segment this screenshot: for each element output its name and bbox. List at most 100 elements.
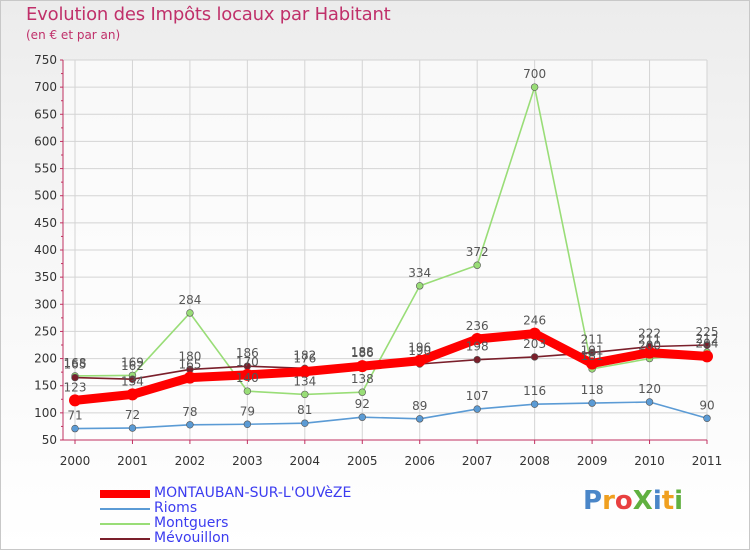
data-label-rioms: 90 <box>699 398 714 412</box>
data-point-me-vouillon <box>128 375 137 383</box>
data-point-me-vouillon <box>71 373 79 382</box>
y-tick-label: 300 <box>34 297 57 311</box>
legend-swatch-mevouillon <box>100 537 150 540</box>
data-label-montguers: 212 <box>696 332 719 346</box>
data-point-montauban-sur-l-ouve-ze <box>69 394 81 407</box>
data-point-rioms <box>473 405 481 413</box>
data-point-montauban-sur-l-ouve-ze <box>643 346 656 359</box>
data-label-montguers: 140 <box>236 371 259 385</box>
data-label-montauban-sur-l-ouve-ze: 134 <box>121 374 144 388</box>
y-tick-label: 550 <box>34 162 57 176</box>
y-tick-label: 350 <box>34 270 57 284</box>
data-label-me-vouillon: 225 <box>696 325 719 339</box>
proxiti-logo: ProXiti <box>583 486 683 516</box>
y-tick-label: 150 <box>34 379 57 393</box>
data-label-montguers: 334 <box>408 266 431 280</box>
data-label-rioms: 92 <box>355 397 370 411</box>
grid-lines <box>63 59 708 441</box>
data-label-montauban-sur-l-ouve-ze: 196 <box>408 341 431 355</box>
logo-letter: i <box>652 486 662 516</box>
y-tick-label: 200 <box>34 352 57 366</box>
x-tick-label: 2006 <box>404 454 435 468</box>
data-label-montauban-sur-l-ouve-ze: 211 <box>638 333 661 347</box>
data-label-montguers: 372 <box>466 245 489 259</box>
legend-label-rioms: Rioms <box>154 500 198 516</box>
data-point-rioms <box>128 424 137 432</box>
x-tick-label: 2004 <box>290 454 321 468</box>
data-label-rioms: 78 <box>182 405 197 419</box>
data-label-montauban-sur-l-ouve-ze: 236 <box>466 319 489 333</box>
data-label-montguers: 138 <box>351 372 374 386</box>
data-label-rioms: 107 <box>466 389 489 403</box>
logo-letter: P <box>583 486 603 516</box>
data-point-montguers <box>186 309 194 317</box>
data-label-montauban-sur-l-ouve-ze: 176 <box>293 352 316 366</box>
data-label-montauban-sur-l-ouve-ze: 186 <box>351 346 374 360</box>
data-label-rioms: 120 <box>638 382 661 396</box>
data-point-montauban-sur-l-ouve-ze <box>586 357 599 370</box>
logo-letter: i <box>674 486 684 516</box>
data-label-me-vouillon: 222 <box>638 327 661 341</box>
data-point-rioms <box>358 413 366 421</box>
data-point-montguers <box>301 390 309 399</box>
logo-letter: o <box>614 486 633 516</box>
legend-label-montauban: MONTAUBAN-SUR-L'OUVèZE <box>154 485 352 501</box>
data-label-me-vouillon: 182 <box>293 348 316 362</box>
y-tick-label: 600 <box>34 134 57 148</box>
data-label-me-vouillon: 188 <box>351 345 374 359</box>
x-tick-label: 2005 <box>347 454 378 468</box>
data-label-montauban-sur-l-ouve-ze: 246 <box>523 314 546 328</box>
data-label-montguers: 169 <box>121 355 144 369</box>
legend-label-mevouillon: Mévouillon <box>154 530 230 546</box>
data-label-montauban-sur-l-ouve-ze: 165 <box>178 358 201 372</box>
legend-label-montguers: Montguers <box>154 515 229 531</box>
x-tick-label: 2007 <box>462 454 493 468</box>
data-label-me-vouillon: 186 <box>236 346 259 360</box>
data-label-rioms: 71 <box>67 409 82 423</box>
data-label-rioms: 81 <box>297 403 312 417</box>
legend-swatch-rioms <box>100 507 150 510</box>
data-label-me-vouillon: 162 <box>121 359 144 373</box>
data-point-montauban-sur-l-ouve-ze <box>241 368 254 381</box>
data-label-me-vouillon: 165 <box>64 358 87 372</box>
data-label-montauban-sur-l-ouve-ze: 191 <box>581 343 604 357</box>
data-point-montguers <box>530 83 539 91</box>
x-tick-label: 2003 <box>232 454 263 468</box>
chart-title: Evolution des Impôts locaux par Habitant <box>26 4 391 25</box>
legend: MONTAUBAN-SUR-L'OUVèZE Rioms Montguers M… <box>100 486 351 546</box>
series-line-rioms <box>74 401 708 430</box>
legend-swatch-montguers <box>100 522 150 525</box>
data-point-montguers <box>243 387 252 395</box>
y-axis-ticks: 50 100 150 200 250 300 350 400 450 500 550 600 650 70… <box>34 53 63 447</box>
x-tick-label: 2002 <box>175 454 206 468</box>
data-label-montguers: 700 <box>523 67 546 81</box>
data-point-montauban-sur-l-ouve-ze <box>356 360 369 373</box>
data-point-rioms <box>530 400 539 408</box>
x-tick-label: 2001 <box>117 454 148 468</box>
x-tick-label: 2009 <box>577 454 608 468</box>
data-label-me-vouillon: 180 <box>178 349 201 363</box>
series-line-montauban-sur-l-ouve-ze <box>70 329 712 405</box>
data-point-montauban-sur-l-ouve-ze <box>413 354 426 367</box>
data-point-montguers <box>473 261 481 269</box>
data-point-me-vouillon <box>530 353 539 361</box>
y-tick-label: 500 <box>34 189 57 203</box>
y-tick-label: 50 <box>42 433 57 447</box>
legend-item-rioms: Rioms <box>100 501 351 516</box>
y-tick-label: 700 <box>34 80 57 94</box>
y-tick-label: 750 <box>34 53 57 67</box>
legend-item-montguers: Montguers <box>100 516 351 531</box>
data-point-montauban-sur-l-ouve-ze <box>298 365 311 378</box>
x-tick-label: 2000 <box>60 454 91 468</box>
x-tick-label: 2008 <box>519 454 550 468</box>
data-point-montauban-sur-l-ouve-ze <box>528 327 541 340</box>
legend-item-montauban: MONTAUBAN-SUR-L'OUVèZE <box>100 486 351 501</box>
legend-item-mevouillon: Mévouillon <box>100 531 351 546</box>
y-tick-label: 450 <box>34 216 57 230</box>
y-tick-label: 650 <box>34 107 57 121</box>
data-point-montauban-sur-l-ouve-ze <box>126 388 139 401</box>
data-label-me-vouillon: 203 <box>523 337 546 351</box>
y-tick-label: 250 <box>34 324 57 338</box>
